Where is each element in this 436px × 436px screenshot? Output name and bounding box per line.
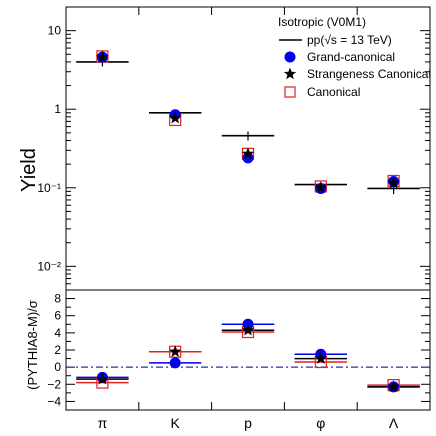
top-strangeness-canonical-point	[169, 111, 182, 124]
bottom-y-tick-label: 4	[54, 326, 61, 340]
bottom-y-tick-label: 8	[54, 292, 61, 306]
bottom-y-tick-label: −4	[47, 394, 61, 408]
bottom-y-tick-label: −2	[47, 377, 61, 391]
legend-entry-canonical: Canonical	[284, 85, 360, 99]
top-y-tick-label: 1	[54, 102, 61, 116]
top-y-tick-label: 10⁻¹	[37, 181, 61, 195]
top-y-tick-label: 10	[48, 24, 62, 38]
legend: Isotropic (V0M1) pp(√s = 13 TeV) Grand-c…	[278, 15, 431, 99]
bottom-y-tick-label: 0	[54, 360, 61, 374]
top-strangeness-canonical-point	[96, 50, 109, 63]
x-tick-label: φ	[316, 415, 325, 431]
legend-entry-strangeness-canonical: Strangeness Canonical	[283, 67, 431, 81]
legend-entry-pp: pp(√s = 13 TeV)	[279, 33, 392, 47]
top-panel-marks	[76, 50, 420, 195]
bottom-strangeness-canonical-point	[241, 323, 255, 336]
bottom-strangeness-canonical-point	[169, 345, 182, 357]
bottom-strangeness-canonical-point	[314, 352, 327, 364]
bottom-panel-frame	[65, 289, 431, 411]
x-tick-label: K	[171, 415, 181, 431]
x-tick-label: p	[244, 415, 252, 431]
legend-strangeness-canonical-label: Strangeness Canonical	[307, 67, 431, 81]
legend-square-icon	[284, 86, 296, 98]
x-tick-label: Λ	[389, 415, 399, 431]
bottom-grand-canonical-point	[169, 357, 181, 369]
x-tick-label: π	[98, 415, 108, 431]
bottom-y-ticks: 8 6 4 2 0 −2 −4	[47, 289, 430, 411]
legend-header: Isotropic (V0M1)	[278, 15, 366, 29]
top-strangeness-canonical-point	[241, 147, 255, 160]
bottom-y-tick-label: 2	[54, 343, 61, 357]
bottom-y-tick-label: 6	[54, 309, 61, 323]
bottom-strangeness-canonical-point	[387, 380, 400, 393]
bottom-y-axis-label: (PYTHIA8-M)/σ	[25, 300, 40, 390]
legend-star-icon	[283, 67, 297, 80]
legend-entry-grand-canonical: Grand-canonical	[284, 50, 395, 64]
top-y-tick-label: 10⁻²	[37, 259, 61, 273]
bottom-strangeness-canonical-point	[96, 372, 109, 385]
top-grand-canonical-point	[242, 152, 254, 164]
legend-grand-canonical-label: Grand-canonical	[307, 50, 395, 64]
legend-pp-label: pp(√s = 13 TeV)	[307, 33, 392, 47]
top-y-ticks: 10 1 10⁻¹ 10⁻²	[37, 6, 430, 291]
top-strangeness-canonical-point	[314, 181, 327, 194]
legend-canonical-label: Canonical	[307, 85, 360, 99]
top-y-axis-label: Yield	[18, 148, 40, 192]
bottom-panel-marks	[76, 318, 420, 393]
top-strangeness-canonical-point	[387, 176, 400, 189]
legend-circle-icon	[284, 51, 296, 63]
